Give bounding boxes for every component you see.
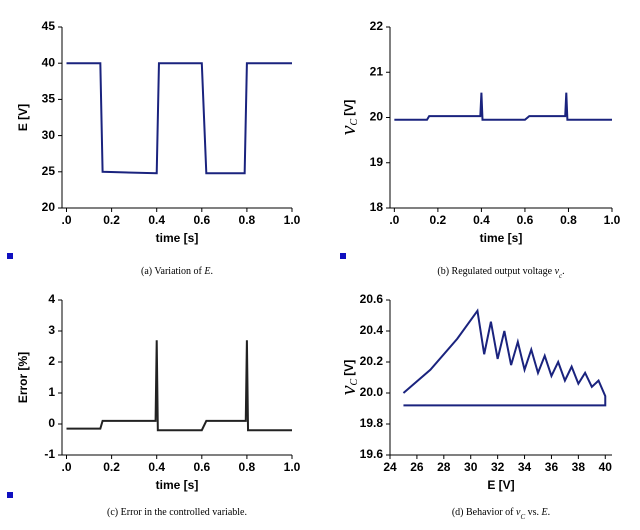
x-axis-title: time [s] <box>156 231 199 245</box>
x-tick-label: 0.6 <box>193 213 210 227</box>
x-tick-label: .0 <box>62 213 72 227</box>
y-tick-label: 20.4 <box>360 323 384 337</box>
caption-part: v <box>555 266 560 277</box>
marker <box>340 253 346 259</box>
y-tick-label: 20.0 <box>360 385 384 399</box>
caption-part: (a) Variation of <box>141 266 204 277</box>
y-axis-subscript: C <box>349 378 360 385</box>
caption-part: E <box>203 266 210 277</box>
x-tick-label: 34 <box>518 460 532 474</box>
x-tick-label: 0.2 <box>103 213 120 227</box>
x-tick-label: 1.0 <box>604 213 621 227</box>
y-tick-label: 25 <box>42 164 56 178</box>
y-tick-label: 35 <box>42 92 56 106</box>
y-axis-unit: [V] <box>342 100 356 116</box>
caption-part: . <box>211 266 214 277</box>
x-tick-label: 0.2 <box>430 213 447 227</box>
x-axis-title: time [s] <box>480 231 523 245</box>
x-tick-label: 0.6 <box>193 460 210 474</box>
caption-part: vs. <box>525 507 541 518</box>
y-tick-label: 4 <box>48 292 55 306</box>
y-tick-label: 45 <box>42 19 56 33</box>
caption-part: (c) Error in the controlled variable. <box>107 507 247 518</box>
y-axis-title: vC [V] <box>335 100 360 135</box>
y-tick-label: 21 <box>370 64 384 78</box>
caption: (a) Variation of E. <box>141 266 213 277</box>
caption: (c) Error in the controlled variable. <box>107 507 247 518</box>
x-tick-label: 0.4 <box>473 213 490 227</box>
y-tick-label: 20 <box>370 110 384 124</box>
x-tick-label: 32 <box>491 460 505 474</box>
y-tick-label: 18 <box>370 200 384 214</box>
caption-part: E <box>541 507 548 518</box>
x-tick-label: 0.2 <box>103 460 120 474</box>
y-tick-label: -1 <box>44 447 55 461</box>
x-tick-label: .0 <box>62 460 72 474</box>
y-tick-label: 20 <box>42 200 56 214</box>
x-tick-label: 38 <box>572 460 586 474</box>
marker <box>7 253 13 259</box>
data-line <box>402 308 607 407</box>
x-tick-label: 28 <box>437 460 451 474</box>
y-tick-label: 3 <box>48 323 55 337</box>
x-tick-label: 26 <box>410 460 424 474</box>
caption-part: v <box>516 507 521 518</box>
y-axis-title: vC [V] <box>335 360 360 395</box>
x-tick-label: 0.6 <box>517 213 534 227</box>
x-tick-label: 0.8 <box>239 460 256 474</box>
caption-part: C <box>520 513 525 521</box>
marker <box>7 492 13 498</box>
y-tick-label: 1 <box>48 385 55 399</box>
x-tick-label: 0.4 <box>148 460 165 474</box>
x-tick-label: .0 <box>389 213 399 227</box>
y-tick-label: 19.8 <box>360 416 384 430</box>
data-line <box>66 62 292 175</box>
caption-part: (b) Regulated output voltage <box>437 266 554 277</box>
y-tick-label: 19.6 <box>360 447 384 461</box>
x-axis-title: E [V] <box>487 478 514 492</box>
x-tick-label: 1.0 <box>284 213 301 227</box>
y-axis-title: E [V] <box>16 104 30 131</box>
y-tick-label: 19 <box>370 155 384 169</box>
x-tick-label: 0.8 <box>560 213 577 227</box>
x-axis-title: time [s] <box>156 478 199 492</box>
y-axis-subscript: C <box>349 118 360 125</box>
x-tick-label: 36 <box>545 460 559 474</box>
y-tick-label: 2 <box>48 354 55 368</box>
y-axis-title: Error [%] <box>16 352 30 403</box>
y-tick-label: 20.2 <box>360 354 384 368</box>
caption-part: c <box>559 272 563 280</box>
x-tick-label: 1.0 <box>284 460 301 474</box>
data-line <box>394 92 612 121</box>
x-tick-label: 24 <box>383 460 397 474</box>
caption: (b) Regulated output voltage vc. <box>437 266 564 279</box>
y-tick-label: 22 <box>370 19 384 33</box>
y-tick-label: 40 <box>42 55 56 69</box>
x-tick-label: 0.8 <box>239 213 256 227</box>
data-line <box>66 340 292 432</box>
y-tick-label: 0 <box>48 416 55 430</box>
y-axis-unit: [V] <box>342 360 356 376</box>
y-tick-label: 30 <box>42 128 56 142</box>
x-tick-label: 40 <box>599 460 613 474</box>
caption-part: . <box>548 507 551 518</box>
x-tick-label: 0.4 <box>148 213 165 227</box>
x-tick-label: 30 <box>464 460 478 474</box>
y-axis-symbol: v <box>335 385 360 395</box>
y-axis-symbol: v <box>335 125 360 135</box>
caption: (d) Behavior of vC vs. E. <box>452 507 550 520</box>
caption-part: . <box>562 266 565 277</box>
caption-part: (d) Behavior of <box>452 507 516 518</box>
y-tick-label: 20.6 <box>360 292 384 306</box>
